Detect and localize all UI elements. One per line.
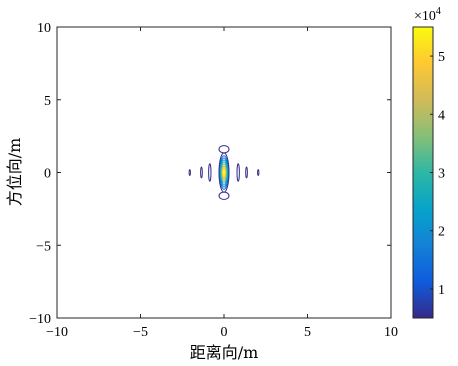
contour-level-45000 — [222, 168, 226, 177]
sidelobe-contour — [257, 169, 260, 176]
x-tick-label: −10 — [46, 325, 68, 340]
sidelobe-contour — [218, 191, 230, 200]
sidelobe-contour — [208, 163, 212, 182]
y-tick-label: 10 — [37, 21, 51, 36]
sidelobe-contour — [236, 163, 240, 182]
plot-frame — [56, 26, 392, 319]
x-tick-label: −5 — [133, 325, 148, 340]
contour-level-20000 — [220, 159, 228, 186]
contour-level-30000 — [221, 163, 227, 182]
y-tick-label: 5 — [44, 94, 51, 109]
y-axis-ticks: 10 5 0 −5 −10 — [29, 21, 391, 327]
colorbar-exponent: 4 — [436, 6, 441, 17]
sidelobe-contour — [218, 145, 230, 154]
sidelobe-contour — [188, 169, 191, 176]
contour-level-25000 — [220, 161, 228, 184]
contour-lines — [188, 145, 260, 200]
colorbar-tick-label: 1 — [438, 283, 445, 298]
sidelobe-contour — [245, 166, 248, 179]
contour-level-15000 — [219, 157, 229, 188]
colorbar-multiplier: ×104 — [414, 6, 441, 24]
contour-level-35000 — [221, 165, 227, 180]
colorbar-tick-label: 2 — [438, 225, 445, 240]
colorbar-tick-label: 4 — [438, 108, 445, 123]
x-tick-label: 5 — [304, 325, 311, 340]
x-axis-ticks: −10 −5 0 5 10 — [46, 27, 398, 340]
y-tick-label: −10 — [29, 312, 51, 327]
y-tick-label: −5 — [36, 239, 51, 254]
x-axis-label: 距离向/m — [190, 343, 259, 362]
sidelobe-contour — [200, 166, 203, 179]
contour-level-40000 — [222, 167, 226, 178]
colorbar-tick-label: 5 — [438, 50, 445, 65]
colorbar-ticks: 1 2 3 4 5 — [430, 50, 445, 298]
x-tick-label: 0 — [221, 325, 228, 340]
colorbar-tick-label: 3 — [438, 167, 445, 182]
contour-level-10000 — [219, 155, 229, 190]
y-axis-label: 方位向/m — [5, 138, 24, 207]
x-tick-label: 10 — [384, 325, 398, 340]
y-tick-label: 0 — [44, 167, 51, 182]
